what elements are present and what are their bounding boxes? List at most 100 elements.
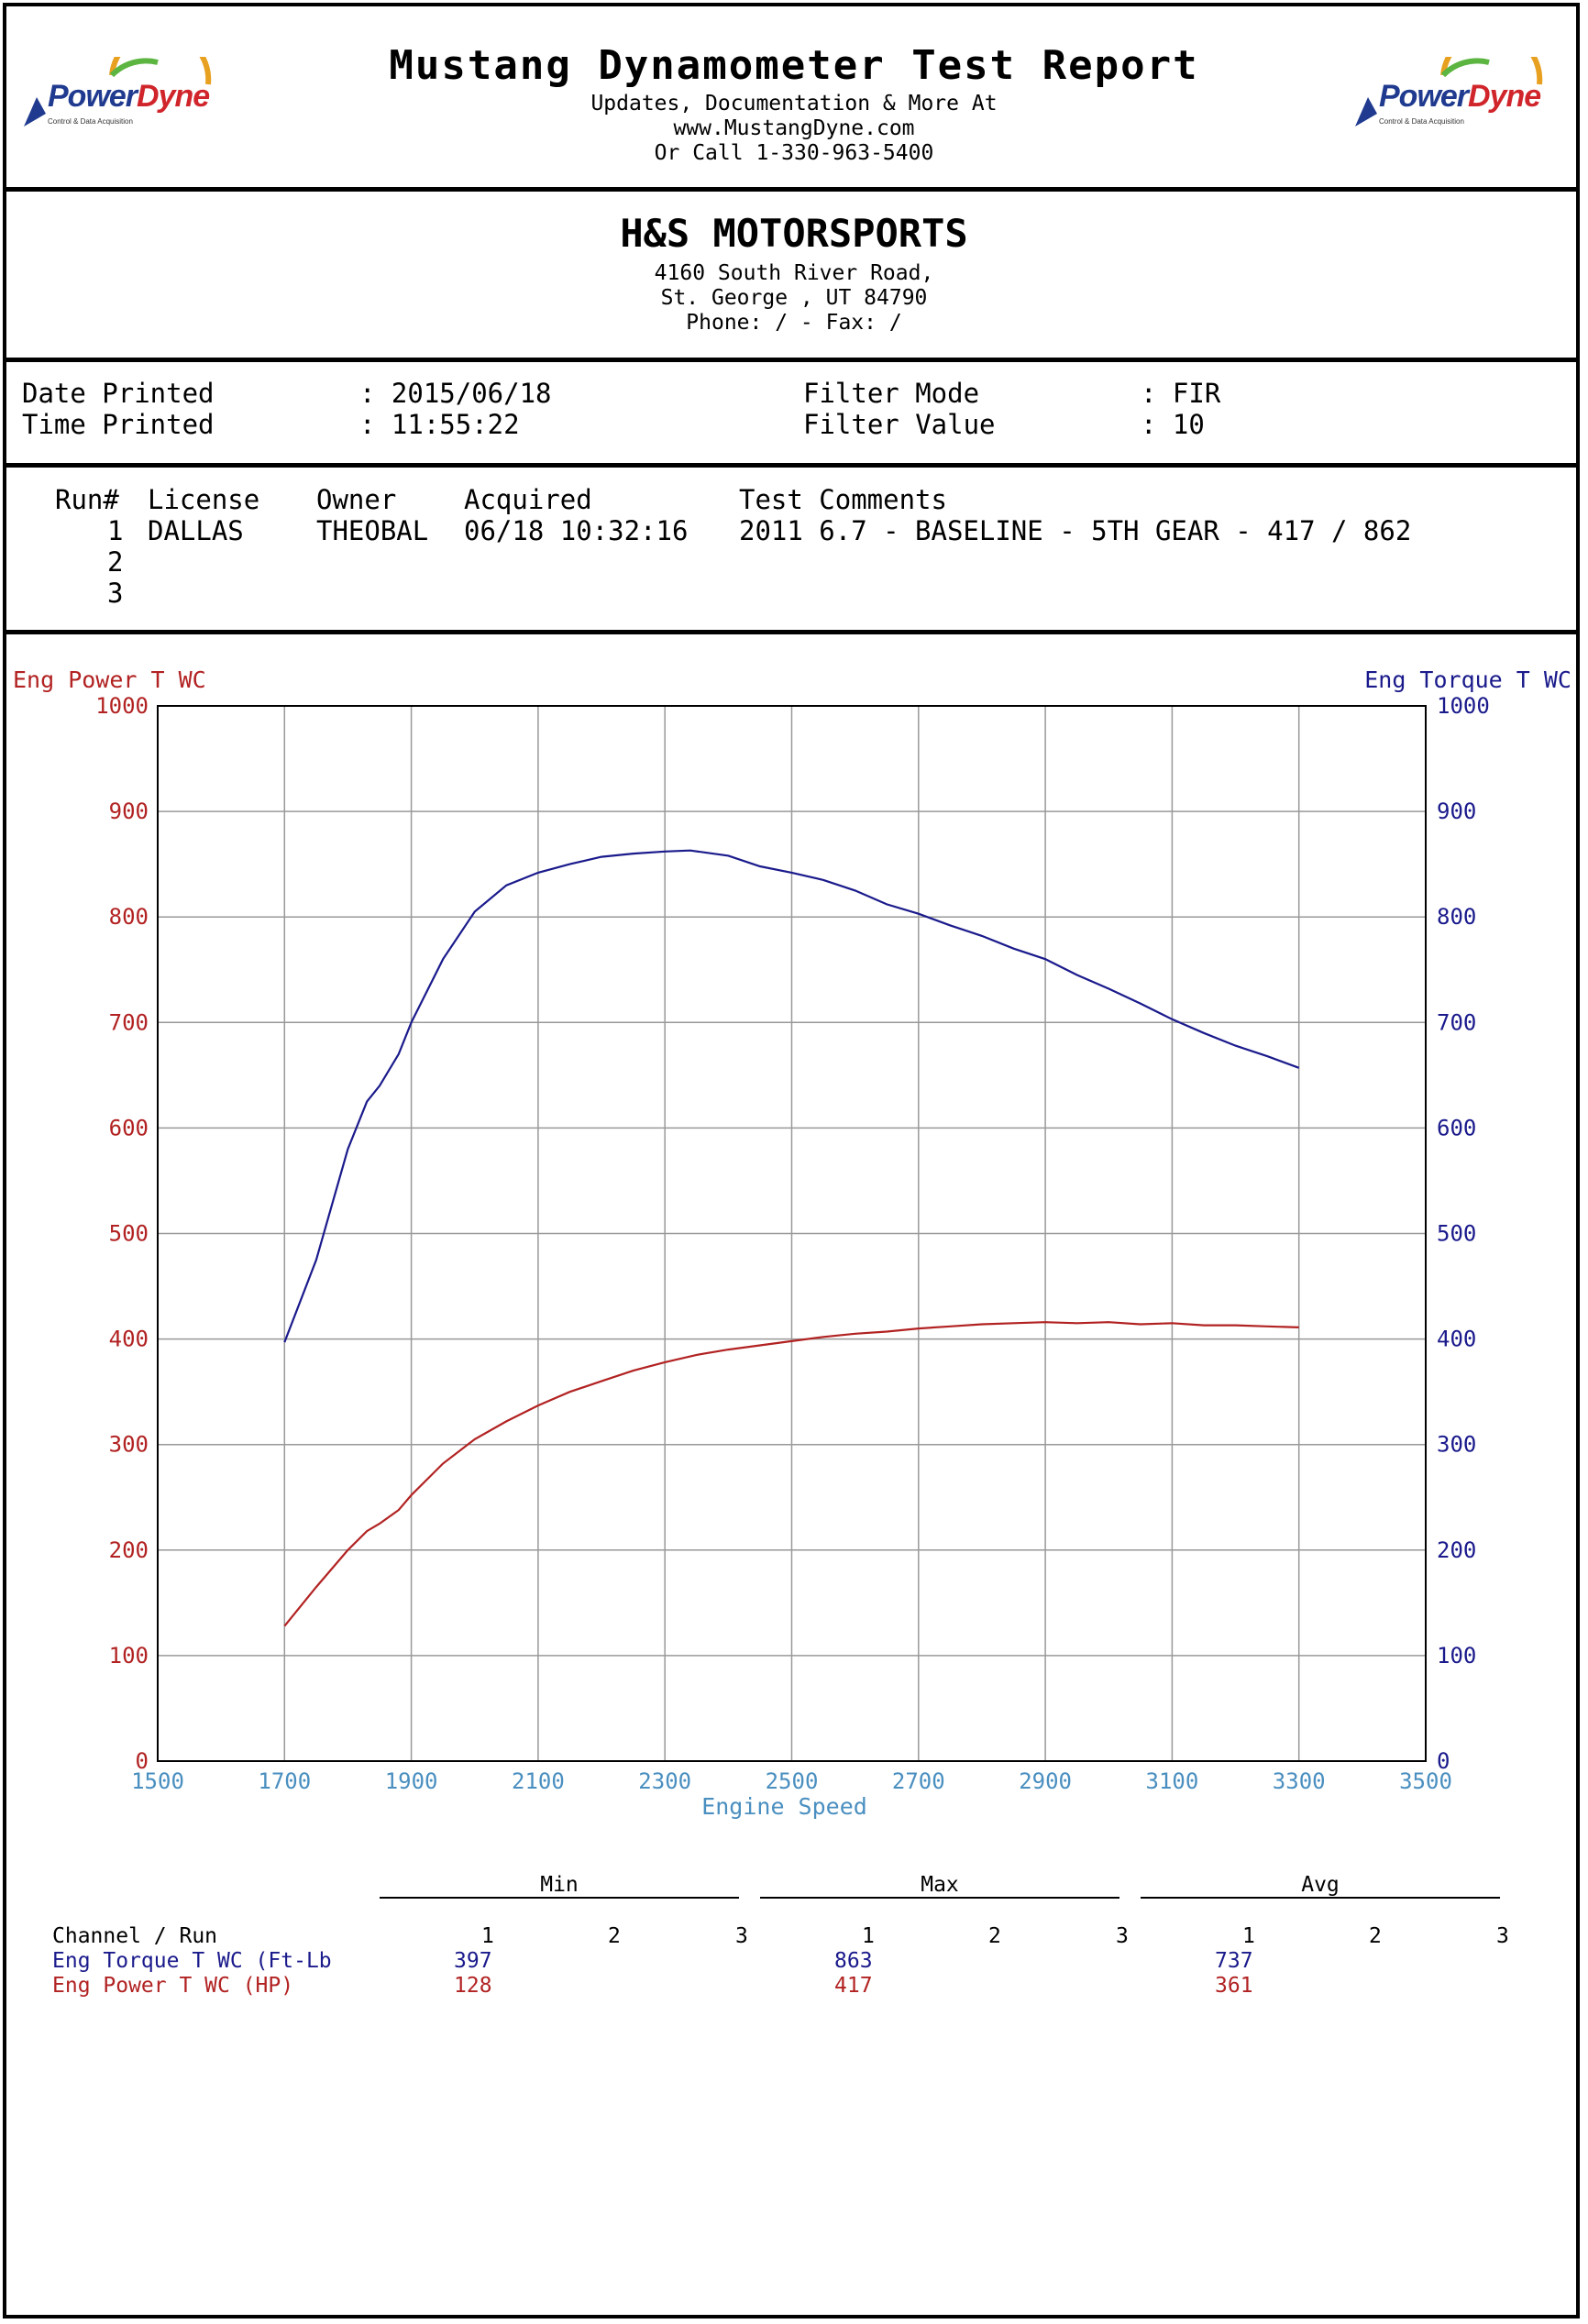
y-tick-label-right: 500 xyxy=(1437,1221,1476,1247)
header-line-3: Or Call 1-330-963-5400 xyxy=(654,141,934,165)
stats-group-underline xyxy=(760,1897,1119,1899)
y-tick-label-left: 300 xyxy=(109,1432,149,1458)
runs-header-license: License xyxy=(148,484,260,515)
stats-run-number: 2 xyxy=(988,1924,1001,1948)
runs-header-owner: Owner xyxy=(316,484,397,515)
logo-dyne: Dyne xyxy=(137,79,210,114)
shop-phone: Phone: / - Fax: / xyxy=(686,311,902,335)
stats-group-max: Max xyxy=(921,1873,959,1897)
y-tick-label-right: 800 xyxy=(1437,904,1476,930)
x-tick-label: 2500 xyxy=(766,1768,819,1794)
time-printed-label: Time Printed xyxy=(22,409,215,440)
x-tick-label: 1500 xyxy=(131,1768,184,1794)
shop-address: 4160 South River Road, xyxy=(654,261,934,285)
run-1-acquired: 06/18 10:32:16 xyxy=(464,515,689,546)
y-tick-label-left: 200 xyxy=(109,1537,149,1563)
y-tick-label-left: 0 xyxy=(136,1748,149,1774)
stats-row-max: 417 xyxy=(834,1974,873,1998)
y-axis-label-right: Eng Torque T WC xyxy=(1364,666,1571,693)
report-header xyxy=(3,3,1580,192)
stats-row-min: 397 xyxy=(454,1949,492,1973)
x-tick-label: 1700 xyxy=(258,1768,311,1794)
y-tick-label-right: 300 xyxy=(1437,1432,1476,1458)
stats-run-number: 2 xyxy=(1369,1924,1382,1948)
report-frame xyxy=(3,3,1580,2318)
filter-mode-value: : FIR xyxy=(1141,378,1221,409)
filter-mode-label: Filter Mode xyxy=(803,378,980,409)
dyno-chart: 1500 1700 1900 2100 2300 2500 2700 2900 3100 3300… xyxy=(13,666,1571,1820)
stats-run-number: 1 xyxy=(481,1924,494,1948)
stats-row-avg: 737 xyxy=(1215,1949,1253,1973)
stats-row-min: 128 xyxy=(454,1974,492,1998)
y-axis-label-left: Eng Power T WC xyxy=(13,666,206,693)
stats-run-number: 3 xyxy=(1116,1924,1129,1948)
y-tick-label-right: 900 xyxy=(1437,799,1476,824)
date-printed-value: : 2015/06/18 xyxy=(359,378,552,409)
run-2-number: 2 xyxy=(107,546,124,578)
y-tick-label-right: 200 xyxy=(1437,1537,1476,1563)
stats-group-min: Min xyxy=(540,1873,579,1897)
runs-header-acquired: Acquired xyxy=(464,484,592,515)
filter-value-value: : 10 xyxy=(1141,409,1205,440)
logo-subtitle: Control & Data Acquisition xyxy=(48,117,133,126)
y-tick-label-left: 600 xyxy=(109,1115,149,1140)
report-title: Mustang Dynamometer Test Report xyxy=(389,42,1199,89)
stats-group-avg: Avg xyxy=(1301,1873,1340,1897)
runs-header-run: Run# xyxy=(55,484,119,515)
y-tick-label-left: 500 xyxy=(109,1221,149,1247)
run-3-number: 3 xyxy=(107,578,124,609)
date-printed-label: Date Printed xyxy=(22,378,215,409)
logo-power: Power xyxy=(1379,79,1469,114)
logo-dyne: Dyne xyxy=(1468,79,1541,114)
run-1-license: DALLAS xyxy=(148,515,244,546)
header-line-2: www.MustangDyne.com xyxy=(673,116,915,140)
shop-city: St. George , UT 84790 xyxy=(660,286,928,310)
stats-run-number: 3 xyxy=(1496,1924,1509,1948)
stats-group-underline xyxy=(380,1897,739,1899)
run-1-number: 1 xyxy=(107,515,124,546)
y-tick-label-right: 400 xyxy=(1437,1327,1476,1352)
stats-run-number: 1 xyxy=(1242,1924,1255,1948)
run-1-comments: 2011 6.7 - BASELINE - 5TH GEAR - 417 / 8… xyxy=(739,515,1412,546)
stats-run-number: 3 xyxy=(735,1924,748,1948)
x-tick-label: 2100 xyxy=(512,1768,565,1794)
x-tick-label: 2900 xyxy=(1019,1768,1072,1794)
runs-header-comments: Test Comments xyxy=(739,484,947,515)
print-info-section xyxy=(3,362,1580,468)
y-tick-label-right: 1000 xyxy=(1437,693,1490,719)
x-tick-label: 1900 xyxy=(385,1768,438,1794)
x-tick-label: 2300 xyxy=(638,1768,691,1794)
stats-row-avg: 361 xyxy=(1215,1974,1253,1998)
filter-value-label: Filter Value xyxy=(803,409,996,440)
stats-run-number: 2 xyxy=(608,1924,621,1948)
y-tick-label-left: 700 xyxy=(109,1009,149,1035)
stats-group-underline xyxy=(1141,1897,1500,1899)
y-tick-label-right: 0 xyxy=(1437,1748,1450,1774)
stats-run-number: 1 xyxy=(862,1924,875,1948)
header-line-1: Updates, Documentation & More At xyxy=(590,92,998,116)
torque-series-line xyxy=(283,849,1300,1343)
y-tick-label-right: 600 xyxy=(1437,1115,1476,1140)
y-tick-label-left: 900 xyxy=(109,799,149,824)
x-tick-label: 3500 xyxy=(1399,1768,1452,1794)
y-tick-label-left: 1000 xyxy=(95,693,149,719)
x-tick-label: 2700 xyxy=(892,1768,945,1794)
shop-section xyxy=(3,192,1580,362)
y-tick-label-left: 400 xyxy=(109,1327,149,1352)
run-1-owner: THEOBAL xyxy=(316,515,429,546)
y-tick-label-right: 700 xyxy=(1437,1009,1476,1035)
y-tick-label-left: 100 xyxy=(109,1643,149,1669)
time-printed-value: : 11:55:22 xyxy=(359,409,520,440)
y-tick-label-right: 100 xyxy=(1437,1643,1476,1669)
x-tick-label: 3100 xyxy=(1146,1768,1199,1794)
logo-power: Power xyxy=(48,79,138,114)
runs-section xyxy=(3,468,1580,634)
shop-name: H&S MOTORSPORTS xyxy=(620,211,968,256)
stats-row-channel: Eng Torque T WC (Ft-Lb xyxy=(52,1949,332,1973)
stats-channel-header: Channel / Run xyxy=(52,1924,218,1948)
power-series-line xyxy=(283,1321,1299,1627)
stats-row-channel: Eng Power T WC (HP) xyxy=(52,1974,294,1998)
x-tick-label: 3300 xyxy=(1273,1768,1326,1794)
y-tick-label-left: 800 xyxy=(109,904,149,930)
stats-row-max: 863 xyxy=(834,1949,873,1973)
